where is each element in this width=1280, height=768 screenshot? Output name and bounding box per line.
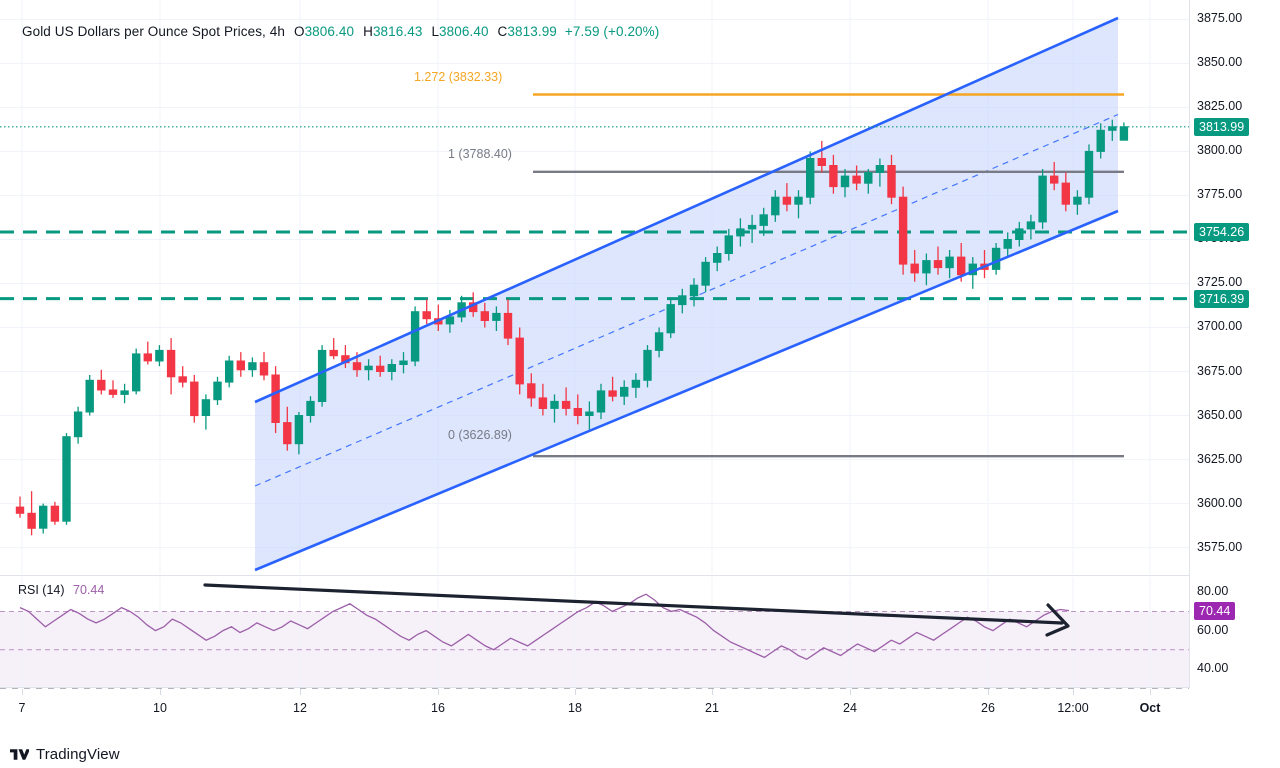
time-axis-label: 12:00	[1057, 701, 1089, 715]
price-axis-badge[interactable]: 3716.39	[1194, 289, 1250, 308]
price-axis-tick: 3725.00	[1197, 275, 1243, 290]
price-axis[interactable]: 3875.003850.003825.003800.003775.003750.…	[1189, 0, 1280, 574]
time-axis-label: 24	[843, 701, 857, 715]
tradingview-watermark: TradingView	[10, 746, 120, 763]
time-axis-label: 26	[981, 701, 995, 715]
price-axis-tick: 3675.00	[1197, 363, 1243, 378]
price-axis-tick: 3700.00	[1197, 319, 1243, 334]
low-label: L	[431, 23, 440, 39]
tradingview-logo-icon	[10, 749, 29, 760]
high-label: H	[363, 23, 373, 39]
price-chart-canvas[interactable]	[0, 0, 1189, 574]
time-axis-label: 16	[431, 701, 445, 715]
time-axis-label: 10	[153, 701, 167, 715]
time-axis-label: 21	[705, 701, 719, 715]
fib-label-1[interactable]: 1 (3788.40)	[448, 147, 512, 161]
time-axis-tick	[1073, 689, 1074, 695]
rsi-axis[interactable]: 80.00 60.00 40.00 70.44	[1189, 577, 1280, 688]
time-axis-tick	[438, 689, 439, 695]
price-axis-tick: 3600.00	[1197, 495, 1243, 510]
price-axis-badge[interactable]: 3754.26	[1194, 222, 1250, 241]
open-label: O	[293, 23, 305, 39]
time-axis-label: Oct	[1139, 701, 1161, 715]
time-axis-label: 7	[18, 701, 26, 715]
time-axis-tick	[22, 689, 23, 695]
price-axis-divider	[1189, 0, 1190, 688]
price-axis-tick: 3825.00	[1197, 99, 1243, 114]
time-axis-tick	[160, 689, 161, 695]
price-axis-badge[interactable]: 3813.99	[1194, 117, 1250, 136]
time-axis-tick	[1150, 689, 1151, 695]
fib-label-1272[interactable]: 1.272 (3832.33)	[414, 70, 503, 84]
time-axis-top-border	[0, 688, 1189, 689]
high-value: 3816.43	[372, 23, 423, 39]
price-axis-tick: 3800.00	[1197, 143, 1243, 158]
price-axis-tick: 3850.00	[1197, 55, 1243, 70]
price-chart-pane[interactable]	[0, 0, 1189, 574]
price-axis-tick: 3575.00	[1197, 539, 1243, 554]
rsi-legend-value: 70.44	[73, 583, 105, 597]
rsi-chart-canvas[interactable]	[0, 577, 1189, 688]
price-axis-tick: 3775.00	[1197, 187, 1243, 202]
rsi-legend[interactable]: RSI (14) 70.44	[18, 583, 104, 597]
time-axis[interactable]: 7 10 12 16 18 21 24 26 12:00 Oct	[0, 688, 1280, 722]
close-value: 3813.99	[507, 23, 557, 39]
fib-label-0[interactable]: 0 (3626.89)	[448, 428, 512, 442]
rsi-axis-tick: 40.00	[1197, 660, 1229, 675]
price-axis-tick: 3875.00	[1197, 11, 1243, 26]
price-axis-tick: 3650.00	[1197, 407, 1243, 422]
low-value: 3806.40	[439, 23, 489, 39]
time-axis-tick	[988, 689, 989, 695]
time-axis-tick	[850, 689, 851, 695]
time-axis-tick	[712, 689, 713, 695]
time-axis-label: 12	[293, 701, 307, 715]
time-axis-tick	[575, 689, 576, 695]
symbol-title: Gold US Dollars per Ounce Spot Prices, 4…	[22, 23, 285, 39]
chart-legend[interactable]: Gold US Dollars per Ounce Spot Prices, 4…	[22, 22, 659, 40]
rsi-axis-tick: 80.00	[1197, 584, 1229, 599]
price-axis-tick: 3625.00	[1197, 451, 1243, 466]
rsi-axis-tick: 60.00	[1197, 622, 1229, 637]
rsi-pane-bottom-separator	[0, 687, 1189, 688]
tradingview-label: TradingView	[36, 746, 120, 763]
close-label: C	[497, 23, 508, 39]
rsi-legend-title: RSI (14)	[18, 583, 65, 597]
price-change: +7.59 (+0.20%)	[564, 23, 660, 39]
time-axis-label: 18	[568, 701, 582, 715]
pane-separator	[0, 575, 1189, 576]
rsi-indicator-pane[interactable]: RSI (14) 70.44	[0, 577, 1189, 688]
rsi-axis-badge[interactable]: 70.44	[1194, 601, 1236, 620]
time-axis-tick	[300, 689, 301, 695]
open-value: 3806.40	[304, 23, 355, 39]
